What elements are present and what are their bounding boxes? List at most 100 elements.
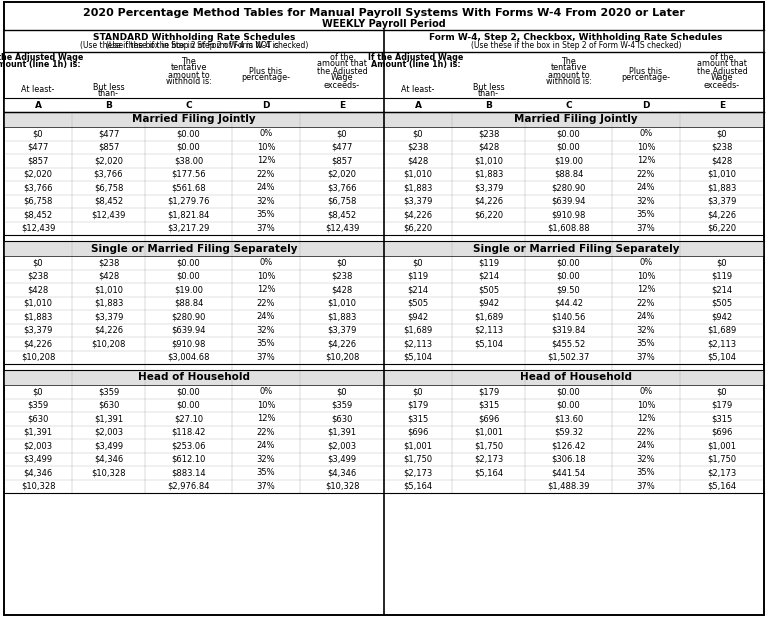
Text: (Use these if the box in Step 2 of Form W-4 is ​NOT​ checked): (Use these if the box in Step 2 of Form … <box>80 41 308 51</box>
Text: $238: $238 <box>478 129 499 138</box>
Text: $0: $0 <box>717 129 727 138</box>
Text: STANDARD Withholding Rate Schedules: STANDARD Withholding Rate Schedules <box>93 33 295 41</box>
Text: $119: $119 <box>478 259 499 267</box>
Text: $4,346: $4,346 <box>23 468 53 478</box>
Text: If the Adjusted Wage: If the Adjusted Wage <box>369 54 464 62</box>
Bar <box>384 30 768 52</box>
Text: $2,173: $2,173 <box>707 468 737 478</box>
Text: $9.50: $9.50 <box>557 285 581 294</box>
Text: $1,750: $1,750 <box>474 441 503 450</box>
Text: amount to: amount to <box>548 70 589 80</box>
Text: 10%: 10% <box>637 401 655 410</box>
Text: $214: $214 <box>711 285 733 294</box>
Text: Head of Household: Head of Household <box>138 373 250 383</box>
Text: 22%: 22% <box>637 170 655 179</box>
Text: $1,010: $1,010 <box>474 156 503 165</box>
Bar <box>4 370 384 385</box>
Text: $428: $428 <box>331 285 353 294</box>
Text: withhold is:: withhold is: <box>166 78 211 86</box>
Text: $118.42: $118.42 <box>171 428 206 437</box>
Text: $428: $428 <box>478 143 499 152</box>
Text: $505: $505 <box>478 285 499 294</box>
Text: $6,220: $6,220 <box>403 224 432 233</box>
Text: 37%: 37% <box>257 353 276 362</box>
Text: $1,883: $1,883 <box>474 170 503 179</box>
Text: Plus this: Plus this <box>250 67 283 75</box>
Text: $0.00: $0.00 <box>557 401 581 410</box>
Text: $1,750: $1,750 <box>403 455 432 464</box>
Text: 37%: 37% <box>637 353 655 362</box>
Text: $12,439: $12,439 <box>21 224 55 233</box>
Text: $857: $857 <box>98 143 119 152</box>
Text: 2020 Percentage Method Tables for Manual Payroll Systems With Forms W-4 From 202: 2020 Percentage Method Tables for Manual… <box>83 8 685 18</box>
Text: 24%: 24% <box>637 441 655 450</box>
Text: $477: $477 <box>28 143 48 152</box>
Text: Married Filing Jointly: Married Filing Jointly <box>515 115 637 125</box>
Text: than-: than- <box>98 89 119 99</box>
Text: $1,750: $1,750 <box>707 455 737 464</box>
Text: $27.10: $27.10 <box>174 414 203 423</box>
Text: $0: $0 <box>33 129 43 138</box>
Text: $1,001: $1,001 <box>403 441 432 450</box>
Text: $0: $0 <box>336 259 347 267</box>
Bar <box>384 112 764 127</box>
Text: 35%: 35% <box>637 210 655 219</box>
Text: than-: than- <box>478 89 499 99</box>
Text: The: The <box>181 57 196 65</box>
Text: $612.10: $612.10 <box>171 455 206 464</box>
Text: $1,010: $1,010 <box>327 299 356 308</box>
Text: $857: $857 <box>28 156 48 165</box>
Text: $0: $0 <box>717 387 727 396</box>
Text: But less: But less <box>93 83 124 91</box>
Text: $4,226: $4,226 <box>403 210 432 219</box>
Text: $505: $505 <box>408 299 429 308</box>
Text: $5,104: $5,104 <box>707 353 737 362</box>
Bar <box>384 98 764 112</box>
Text: $696: $696 <box>711 428 733 437</box>
Text: $6,220: $6,220 <box>474 210 503 219</box>
Text: $3,766: $3,766 <box>327 183 357 193</box>
Text: $455.52: $455.52 <box>551 339 586 348</box>
Text: 0%: 0% <box>640 129 653 138</box>
Text: $4,226: $4,226 <box>707 210 737 219</box>
Text: 22%: 22% <box>637 299 655 308</box>
Text: $119: $119 <box>408 271 429 281</box>
Text: $3,379: $3,379 <box>474 183 503 193</box>
Text: $2,020: $2,020 <box>24 170 52 179</box>
Text: $639.94: $639.94 <box>171 326 206 335</box>
Text: $4,226: $4,226 <box>24 339 52 348</box>
Text: 12%: 12% <box>637 156 655 165</box>
Text: $696: $696 <box>478 414 499 423</box>
Text: If the Adjusted Wage: If the Adjusted Wage <box>0 54 84 62</box>
Text: $119: $119 <box>711 271 733 281</box>
Text: withhold is:: withhold is: <box>545 78 591 86</box>
Text: $10,328: $10,328 <box>325 482 359 491</box>
Text: 35%: 35% <box>637 468 655 478</box>
Text: $315: $315 <box>478 401 499 410</box>
Text: $5,164: $5,164 <box>474 468 503 478</box>
Text: $3,379: $3,379 <box>94 312 123 321</box>
Text: 32%: 32% <box>257 197 275 205</box>
Text: 37%: 37% <box>637 224 655 233</box>
Text: 12%: 12% <box>257 285 275 294</box>
Text: $4,346: $4,346 <box>94 455 123 464</box>
Text: $883.14: $883.14 <box>171 468 206 478</box>
Text: $179: $179 <box>407 401 429 410</box>
Text: 12%: 12% <box>637 414 655 423</box>
Text: $3,499: $3,499 <box>94 441 123 450</box>
Text: percentage-: percentage- <box>241 73 290 83</box>
Text: $1,279.76: $1,279.76 <box>167 197 210 205</box>
Text: $0.00: $0.00 <box>557 143 581 152</box>
Text: $10,328: $10,328 <box>91 468 126 478</box>
Text: $88.84: $88.84 <box>554 170 583 179</box>
Text: $4,226: $4,226 <box>327 339 356 348</box>
Text: 24%: 24% <box>257 183 275 193</box>
Text: 12%: 12% <box>637 285 655 294</box>
Text: (Use these if the box in Step 2 of Form W-4 IS checked): (Use these if the box in Step 2 of Form … <box>471 41 681 51</box>
Text: C: C <box>185 101 192 109</box>
Text: $0: $0 <box>336 129 347 138</box>
Text: $0.00: $0.00 <box>557 387 581 396</box>
Text: $19.00: $19.00 <box>174 285 203 294</box>
Text: $8,452: $8,452 <box>24 210 52 219</box>
Text: $3,004.68: $3,004.68 <box>167 353 210 362</box>
